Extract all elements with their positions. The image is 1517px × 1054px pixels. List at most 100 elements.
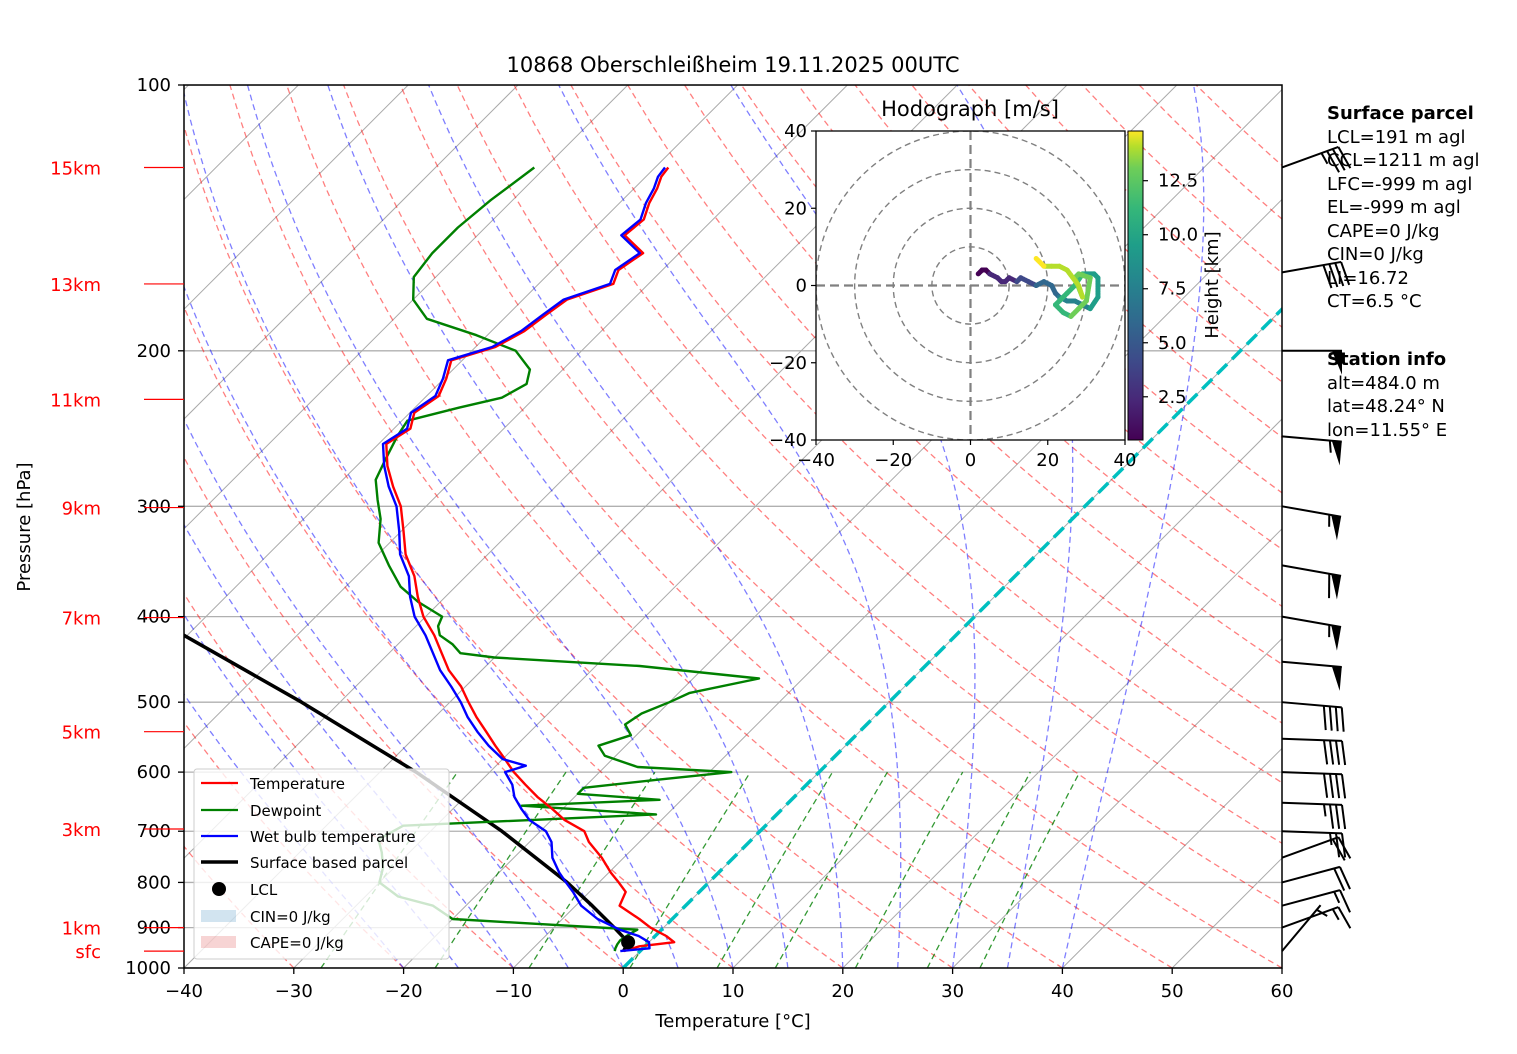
colorbar-tick-label: 10.0	[1158, 225, 1198, 246]
isotherm-line	[622, 308, 1282, 968]
hodograph-segment	[1064, 267, 1082, 288]
legend-label-cin: CIN=0 J/kg	[250, 908, 331, 926]
isotherm-line	[184, 85, 409, 310]
wind-barb-full	[1337, 836, 1352, 859]
surface-parcel-header: Surface parcel	[1327, 103, 1474, 124]
wind-barb-full	[1340, 774, 1347, 799]
wind-barb-staff	[1281, 801, 1342, 806]
wind-barb-full	[1340, 804, 1347, 830]
wind-barb-half	[1322, 804, 1327, 817]
info-lcl: LCL=191 m agl	[1327, 126, 1466, 148]
moist-adiabat	[327, 85, 789, 968]
wind-barb	[1281, 865, 1351, 892]
wind-barb-full	[1328, 706, 1333, 731]
y-tick-label: 600	[137, 762, 171, 783]
wind-barb-flag	[1331, 440, 1342, 466]
wind-barb-full	[1322, 740, 1329, 765]
x-tick-label: 60	[1271, 981, 1294, 1002]
wind-barb-full	[1340, 740, 1347, 766]
y-tick-label: 300	[137, 496, 171, 517]
wind-barb-half	[1333, 891, 1341, 904]
mixing-ratio-line	[926, 771, 1031, 968]
wind-barb-staff	[1281, 564, 1342, 577]
wind-barb	[1281, 771, 1347, 799]
x-axis-label: Temperature [°C]	[654, 1011, 810, 1032]
wind-barb	[1281, 737, 1347, 766]
wind-barb-full	[1340, 261, 1351, 286]
legend-label-lcl: LCL	[250, 881, 278, 899]
hodograph-x-tick-label: 40	[1114, 450, 1137, 471]
wind-barb-staff	[1281, 889, 1341, 907]
legend-swatch-cin	[201, 910, 236, 922]
moist-adiabat	[184, 523, 514, 968]
info-lat: lat=48.24° N	[1327, 396, 1445, 417]
colorbar-tick-label: 12.5	[1158, 171, 1198, 192]
legend-marker-lcl	[212, 882, 226, 896]
wind-barb	[1281, 889, 1351, 913]
wind-barb-flag	[1331, 625, 1342, 651]
moist-adiabat	[184, 417, 569, 968]
wind-barb-full	[1339, 866, 1351, 890]
wind-barb	[1281, 801, 1347, 830]
y-tick-label: 1000	[125, 958, 171, 979]
wind-barb-full	[1334, 804, 1341, 829]
wind-barb	[1281, 564, 1342, 600]
mixing-ratio-line	[434, 771, 567, 968]
hodograph-segment	[1033, 255, 1047, 269]
info-li: LI=16.72	[1327, 267, 1409, 289]
moist-adiabat	[428, 85, 844, 968]
mixing-ratio-line	[854, 771, 964, 968]
wind-barb-full	[1326, 150, 1340, 173]
isotherm-line	[184, 85, 848, 750]
isotherm-line	[842, 528, 1282, 968]
x-tick-label: −20	[385, 981, 423, 1002]
wind-barb-full	[1337, 146, 1352, 169]
y-tick-label: 500	[137, 692, 171, 713]
dry-adiabat	[342, 85, 1173, 968]
colorbar-ticks: 2.5 5.0 7.5 10.0 12.5	[1143, 171, 1198, 408]
legend-label-wetbulb: Wet bulb temperature	[250, 828, 416, 846]
legend-label-cape: CAPE=0 J/kg	[250, 934, 344, 952]
mixing-ratio-line	[774, 771, 888, 968]
dry-adiabat	[184, 455, 624, 968]
wind-barb-staff	[1281, 737, 1342, 742]
info-cin: CIN=0 J/kg	[1327, 244, 1424, 265]
isotherm-line	[513, 198, 1282, 968]
wind-barb-flag	[1331, 514, 1342, 541]
wind-barb-full	[1328, 804, 1335, 829]
dry-adiabat	[184, 123, 844, 968]
moist-adiabat	[956, 85, 1074, 968]
wind-barb-staff	[1281, 771, 1342, 776]
wind-barb-full	[1322, 264, 1333, 289]
dry-adiabat	[399, 85, 1282, 968]
wind-barb-flag	[1331, 666, 1342, 691]
wind-barb-full	[1328, 740, 1335, 765]
wind-barb-full	[1331, 838, 1346, 861]
hodograph-y-tick-label: −20	[769, 353, 807, 374]
wind-barb-flag	[1332, 350, 1342, 375]
legend: Temperature Dewpoint Wet bulb temperatur…	[193, 768, 450, 960]
wind-barb-full	[1322, 705, 1327, 731]
wind-barb-staff	[1281, 865, 1341, 884]
wind-barb-staff	[1281, 615, 1342, 629]
x-tick-label: 30	[941, 981, 964, 1002]
hodograph-trace	[975, 255, 1101, 319]
wind-barb-full	[1328, 773, 1335, 799]
height-label: 11km	[50, 390, 101, 411]
info-lon: lon=11.55° E	[1327, 419, 1448, 441]
isotherm-line	[184, 85, 738, 640]
wind-barb-full	[1322, 773, 1329, 798]
legend-frame	[193, 768, 450, 960]
x-tick-label: −40	[165, 981, 203, 1002]
info-alt: alt=484.0 m	[1327, 372, 1440, 394]
dry-adiabat	[286, 85, 1063, 968]
wind-barb-staff	[1281, 904, 1322, 952]
y-tick-label: 700	[137, 821, 171, 842]
legend-label-parcel: Surface based parcel	[250, 854, 408, 872]
colorbar-tick-label: 2.5	[1158, 387, 1187, 408]
hodograph-segment	[1083, 275, 1093, 304]
mixing-ratio-line	[716, 771, 834, 968]
height-label: 5km	[62, 723, 101, 744]
wind-barb	[1282, 349, 1342, 375]
